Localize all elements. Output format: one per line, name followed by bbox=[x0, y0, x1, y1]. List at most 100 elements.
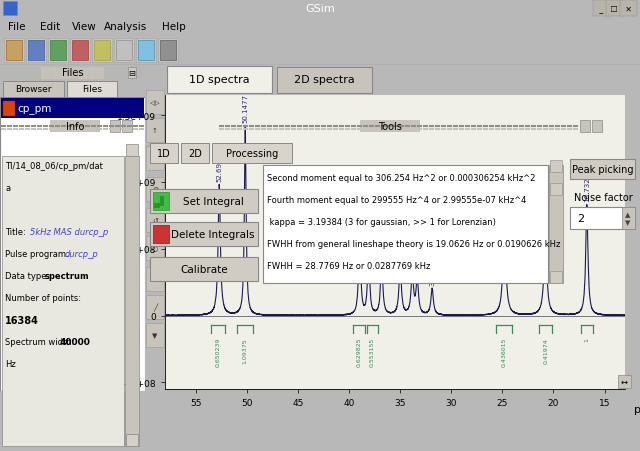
Text: 40000: 40000 bbox=[60, 337, 91, 346]
Text: ppm: ppm bbox=[634, 404, 640, 414]
Bar bbox=[138, 41, 154, 61]
Text: ↺: ↺ bbox=[152, 217, 158, 223]
Text: 0.436015: 0.436015 bbox=[501, 337, 506, 367]
Bar bbox=[146, 237, 164, 261]
Text: 2D spectra: 2D spectra bbox=[294, 75, 355, 85]
FancyBboxPatch shape bbox=[276, 68, 372, 93]
Text: View: View bbox=[72, 22, 97, 32]
Text: Data type:: Data type: bbox=[5, 272, 49, 281]
Bar bbox=[116, 41, 132, 61]
Text: ✕: ✕ bbox=[623, 5, 634, 14]
Bar bbox=[127, 68, 136, 78]
Text: cp_pm: cp_pm bbox=[17, 104, 52, 114]
Text: Browser: Browser bbox=[15, 84, 52, 93]
Bar bbox=[1, 99, 143, 118]
Bar bbox=[146, 178, 164, 202]
Text: ↑: ↑ bbox=[152, 128, 158, 133]
Text: durcp_p: durcp_p bbox=[65, 249, 99, 258]
Text: 33.8091: 33.8091 bbox=[410, 239, 415, 269]
Text: Title:: Title: bbox=[5, 227, 26, 236]
Text: ▼: ▼ bbox=[152, 332, 157, 338]
Bar bbox=[160, 197, 164, 207]
Bar bbox=[48, 39, 68, 63]
Bar bbox=[26, 39, 46, 63]
Bar bbox=[3, 2, 17, 16]
Text: Pulse program:: Pulse program: bbox=[5, 249, 68, 258]
Text: 5kHz MAS durcp_p: 5kHz MAS durcp_p bbox=[30, 227, 108, 236]
Text: □: □ bbox=[609, 5, 620, 14]
Text: ○: ○ bbox=[152, 245, 158, 251]
Text: T: T bbox=[153, 276, 157, 282]
Text: 0.553155: 0.553155 bbox=[370, 337, 375, 366]
Text: 20.7927: 20.7927 bbox=[542, 212, 548, 241]
Text: Fourth moment equal to 299555 Hz^4 or 2.99555e-07 kHz^4: Fourth moment equal to 299555 Hz^4 or 2.… bbox=[267, 196, 526, 205]
Bar bbox=[110, 121, 120, 133]
Text: ╱: ╱ bbox=[153, 303, 157, 312]
Text: 2D: 2D bbox=[188, 149, 202, 159]
Bar bbox=[28, 41, 44, 61]
Bar bbox=[606, 1, 623, 17]
Bar bbox=[153, 193, 169, 211]
Text: 33.3235: 33.3235 bbox=[414, 245, 420, 274]
Text: 0.41974: 0.41974 bbox=[543, 337, 548, 363]
Text: FWHH from general lineshape theory is 19.0626 Hz or 0.0190626 kHz: FWHH from general lineshape theory is 19… bbox=[267, 239, 561, 249]
Bar bbox=[150, 258, 258, 281]
Text: 16384: 16384 bbox=[5, 315, 39, 325]
Text: Spectrum width:: Spectrum width: bbox=[5, 337, 77, 346]
Text: Set Integral: Set Integral bbox=[182, 197, 243, 207]
Text: Edit: Edit bbox=[40, 22, 60, 32]
Bar bbox=[92, 39, 112, 63]
Text: ◁▷: ◁▷ bbox=[150, 100, 161, 106]
Text: Second moment equal to 306.254 Hz^2 or 0.000306254 kHz^2: Second moment equal to 306.254 Hz^2 or 0… bbox=[267, 174, 536, 183]
Bar bbox=[3, 82, 64, 98]
Text: Tools: Tools bbox=[378, 122, 402, 132]
Bar bbox=[50, 41, 66, 61]
Text: Files: Files bbox=[61, 69, 83, 78]
Bar bbox=[146, 267, 164, 292]
Bar bbox=[592, 121, 602, 133]
Bar bbox=[360, 121, 420, 133]
Text: 1D spectra: 1D spectra bbox=[189, 75, 250, 85]
Text: 1D: 1D bbox=[157, 149, 171, 159]
Bar bbox=[2, 156, 124, 446]
Text: Number of points:: Number of points: bbox=[5, 293, 81, 302]
Bar bbox=[6, 41, 22, 61]
Bar bbox=[153, 226, 169, 244]
Text: 36.801: 36.801 bbox=[379, 233, 385, 258]
Bar bbox=[146, 119, 164, 143]
Bar bbox=[154, 203, 160, 208]
Text: Peak picking: Peak picking bbox=[572, 165, 634, 175]
Text: 34.9942: 34.9942 bbox=[397, 235, 403, 263]
Bar bbox=[580, 121, 590, 133]
Bar bbox=[126, 434, 138, 446]
Bar bbox=[158, 39, 178, 63]
Text: Hz: Hz bbox=[5, 359, 16, 368]
Bar bbox=[114, 39, 134, 63]
Text: kappa = 3.19384 (3 for gaussian, >> 1 for Lorenzian): kappa = 3.19384 (3 for gaussian, >> 1 fo… bbox=[267, 217, 496, 226]
Text: Analysis: Analysis bbox=[104, 22, 147, 32]
Text: File: File bbox=[8, 22, 26, 32]
Text: ▼: ▼ bbox=[625, 220, 630, 226]
Bar bbox=[136, 39, 156, 63]
Text: ▲: ▲ bbox=[625, 212, 630, 217]
Bar bbox=[570, 207, 635, 230]
Bar bbox=[67, 82, 118, 98]
Text: Processing: Processing bbox=[226, 149, 278, 159]
Text: 24.7948: 24.7948 bbox=[501, 200, 508, 228]
Text: GSim: GSim bbox=[305, 4, 335, 14]
Bar bbox=[94, 41, 110, 61]
Bar bbox=[549, 166, 563, 283]
Text: 31.8664: 31.8664 bbox=[429, 256, 435, 285]
Text: Files: Files bbox=[82, 84, 102, 93]
Text: ⚙: ⚙ bbox=[152, 186, 158, 193]
Bar bbox=[125, 156, 139, 446]
Text: Calibrate: Calibrate bbox=[180, 264, 228, 274]
Bar bbox=[150, 144, 178, 164]
Bar bbox=[4, 39, 24, 63]
Text: Noise factor: Noise factor bbox=[573, 193, 632, 202]
Bar bbox=[593, 1, 610, 17]
Text: 2: 2 bbox=[577, 213, 584, 224]
Bar bbox=[146, 209, 164, 233]
Bar bbox=[263, 166, 548, 283]
Bar bbox=[50, 121, 100, 133]
